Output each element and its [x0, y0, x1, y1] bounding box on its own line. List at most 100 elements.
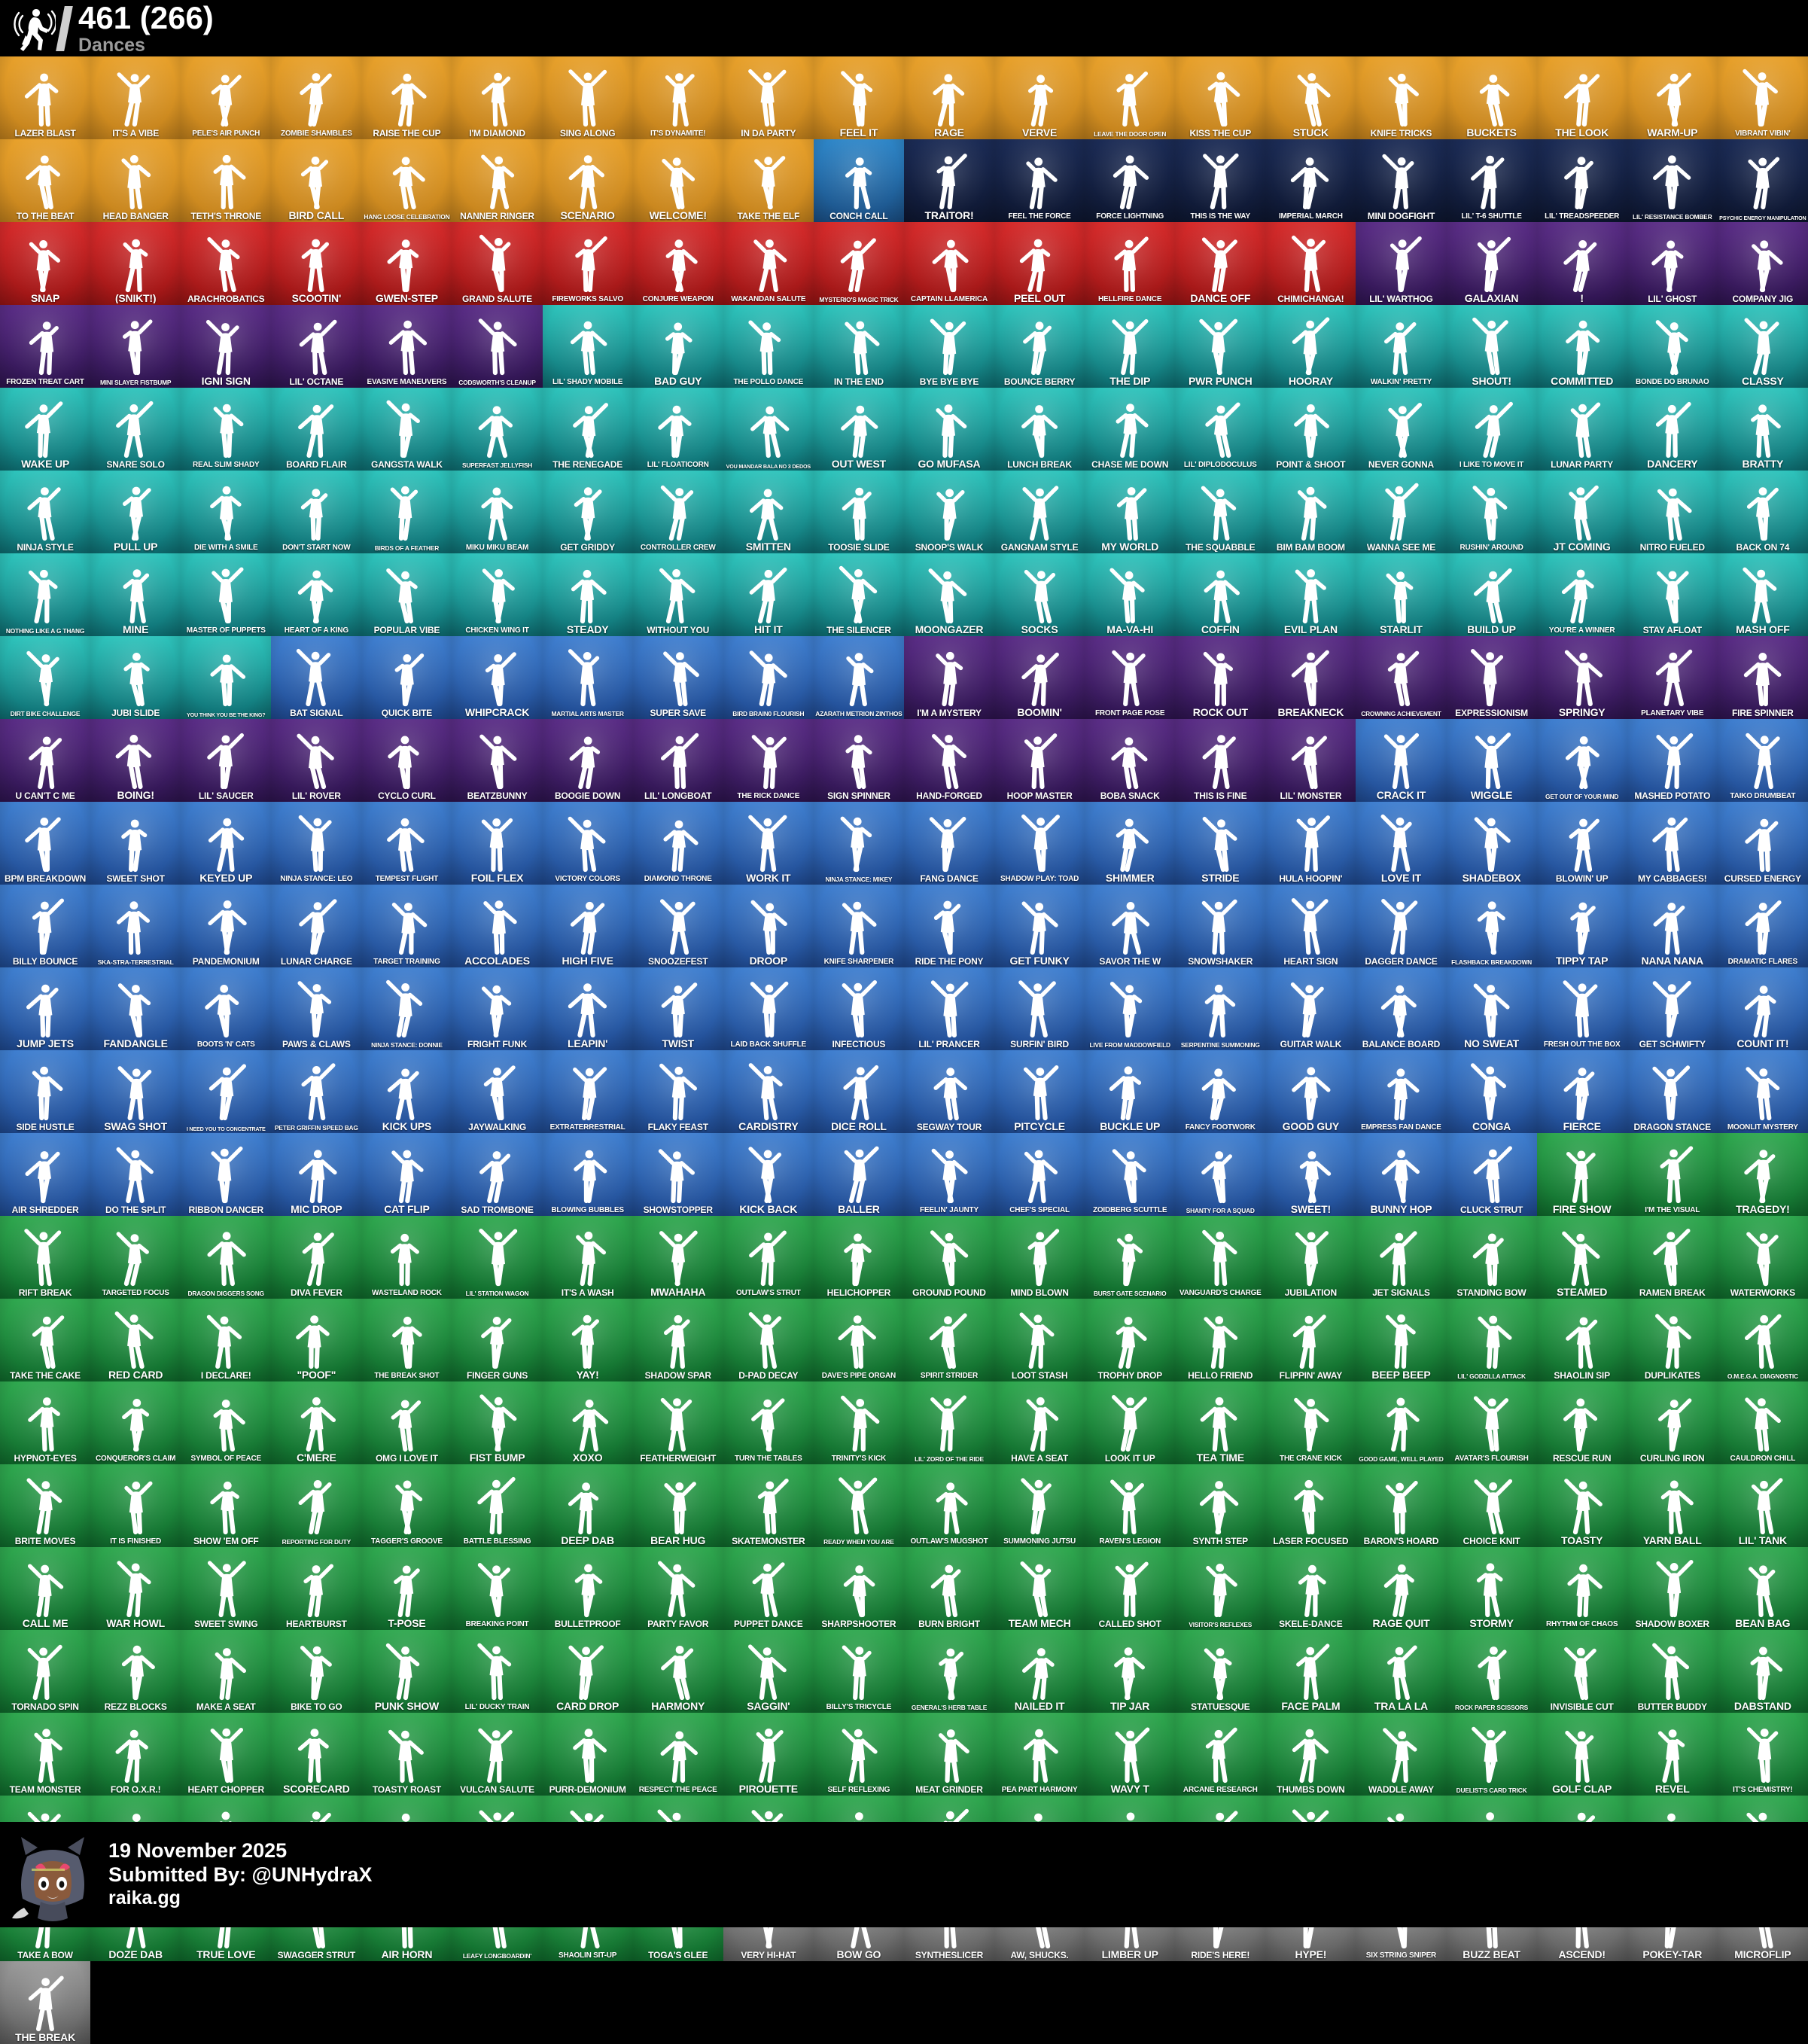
dance-tile[interactable]: I'M DIAMOND: [452, 56, 543, 139]
dance-tile[interactable]: BONDE DO BRUNÃO: [1627, 305, 1718, 388]
dance-tile[interactable]: WASTELAND ROCK: [361, 1216, 452, 1299]
dance-tile[interactable]: TURN THE TABLES: [723, 1381, 814, 1464]
dance-tile[interactable]: ZOIDBERG SCUTTLE: [1085, 1133, 1176, 1216]
dance-tile[interactable]: LOOK IT UP: [1085, 1381, 1176, 1464]
dance-tile[interactable]: ROCK OUT: [1175, 636, 1266, 719]
dance-tile[interactable]: (SNIKT!): [90, 222, 181, 305]
dance-tile[interactable]: THIS IS FINE: [1175, 719, 1266, 802]
dance-tile[interactable]: JET SIGNALS: [1356, 1216, 1447, 1299]
dance-tile[interactable]: XOXO: [542, 1381, 633, 1464]
dance-tile[interactable]: TAGGER'S GROOVE: [361, 1464, 452, 1547]
dance-tile[interactable]: HYPNOT-EYES: [0, 1381, 91, 1464]
dance-tile[interactable]: MINE: [90, 553, 181, 636]
dance-tile[interactable]: HOOP MASTER: [994, 719, 1085, 802]
dance-tile[interactable]: BARON'S HOARD: [1356, 1464, 1447, 1547]
dance-tile[interactable]: JT COMING: [1536, 471, 1627, 553]
dance-tile[interactable]: THIS IS THE WAY: [1175, 139, 1266, 222]
dance-tile[interactable]: THE SQUABBLE: [1175, 471, 1266, 553]
dance-tile[interactable]: STARLIT: [1356, 553, 1447, 636]
dance-tile[interactable]: SIGN SPINNER: [813, 719, 904, 802]
dance-tile[interactable]: SNAP: [0, 222, 91, 305]
dance-tile[interactable]: SHANTY FOR A SQUAD: [1175, 1133, 1266, 1216]
dance-tile[interactable]: REPORTING FOR DUTY: [271, 1464, 362, 1547]
dance-tile[interactable]: ARACHROBATICS: [181, 222, 272, 305]
dance-tile[interactable]: FINGER GUNS: [452, 1299, 543, 1381]
dance-tile[interactable]: NITRO FUELED: [1627, 471, 1718, 553]
dance-tile[interactable]: WITHOUT YOU: [632, 553, 723, 636]
dance-tile[interactable]: SHADEBOX: [1446, 802, 1537, 885]
dance-tile[interactable]: READY WHEN YOU ARE: [813, 1464, 904, 1547]
dance-tile[interactable]: LASER FOCUSED: [1265, 1464, 1356, 1547]
dance-tile[interactable]: LUNAR PARTY: [1536, 388, 1627, 471]
dance-tile[interactable]: BATTLE BLESSING: [452, 1464, 543, 1547]
dance-tile[interactable]: FRIGHT FUNK: [452, 967, 543, 1050]
dance-tile[interactable]: RIDE THE PONY: [903, 885, 995, 967]
dance-tile[interactable]: SWEET!: [1265, 1133, 1356, 1216]
dance-tile[interactable]: VISITOR'S REFLEXES: [1175, 1547, 1266, 1630]
dance-tile[interactable]: EMPRESS FAN DANCE: [1356, 1050, 1447, 1133]
dance-tile[interactable]: BURN BRIGHT: [903, 1547, 995, 1630]
dance-tile[interactable]: LIL' FLOATICORN: [632, 388, 723, 471]
dance-tile[interactable]: DIAMOND THRONE: [632, 802, 723, 885]
dance-tile[interactable]: KEYED UP: [181, 802, 272, 885]
dance-tile[interactable]: CODSWORTH'S CLEANUP: [452, 305, 543, 388]
dance-tile[interactable]: SHARPSHOOTER: [813, 1547, 904, 1630]
dance-tile[interactable]: INFECTIOUS: [813, 967, 904, 1050]
dance-tile[interactable]: BREAKING POINT: [452, 1547, 543, 1630]
dance-tile[interactable]: THE BREAK SHOT: [361, 1299, 452, 1381]
dance-tile[interactable]: INVISIBLE CUT: [1536, 1630, 1627, 1713]
dance-tile[interactable]: TRA LA LA: [1356, 1630, 1447, 1713]
dance-tile[interactable]: DANCE OFF: [1175, 222, 1266, 305]
dance-tile[interactable]: BEAN BAG: [1717, 1547, 1808, 1630]
dance-tile[interactable]: QUICK BITE: [361, 636, 452, 719]
dance-tile[interactable]: SCENARIO: [542, 139, 633, 222]
dance-tile[interactable]: WHIPCRACK: [452, 636, 543, 719]
dance-tile[interactable]: WIGGLE: [1446, 719, 1537, 802]
dance-tile[interactable]: GOOD GUY: [1265, 1050, 1356, 1133]
dance-tile[interactable]: FANG DANCE: [903, 802, 995, 885]
dance-tile[interactable]: SNOOZEFEST: [632, 885, 723, 967]
dance-tile[interactable]: LAZER BLAST: [0, 56, 91, 139]
dance-tile[interactable]: LIL' GODZILLA ATTACK: [1446, 1299, 1537, 1381]
dance-tile[interactable]: CHEF'S SPECIAL: [994, 1133, 1085, 1216]
dance-tile[interactable]: LUNAR CHARGE: [271, 885, 362, 967]
dance-tile[interactable]: LIL' STATION WAGON: [452, 1216, 543, 1299]
dance-tile[interactable]: FIERCE: [1536, 1050, 1627, 1133]
dance-tile[interactable]: LOVE IT: [1356, 802, 1447, 885]
dance-tile[interactable]: BOARD FLAIR: [271, 388, 362, 471]
dance-tile[interactable]: DON'T START NOW: [271, 471, 362, 553]
dance-tile[interactable]: DRAMATIC FLARES: [1717, 885, 1808, 967]
dance-tile[interactable]: NANNER RINGER: [452, 139, 543, 222]
dance-tile[interactable]: SNOWSHAKER: [1175, 885, 1266, 967]
dance-tile[interactable]: FEEL THE FORCE: [994, 139, 1085, 222]
dance-tile[interactable]: RED CARD: [90, 1299, 181, 1381]
dance-tile[interactable]: RIBBON DANCER: [181, 1133, 272, 1216]
dance-tile[interactable]: IMPERIAL MARCH: [1265, 139, 1356, 222]
dance-tile[interactable]: DEEP DAB: [542, 1464, 633, 1547]
dance-tile[interactable]: OUTLAW'S STRUT: [723, 1216, 814, 1299]
dance-tile[interactable]: NOTHING LIKE A G THANG: [0, 553, 91, 636]
dance-tile[interactable]: ARCANE RESEARCH: [1175, 1713, 1266, 1796]
dance-tile[interactable]: MASH OFF: [1717, 553, 1808, 636]
dance-tile[interactable]: BIM BAM BOOM: [1265, 471, 1356, 553]
dance-tile[interactable]: GANGNAM STYLE: [994, 471, 1085, 553]
dance-tile[interactable]: ACCOLADES: [452, 885, 543, 967]
dance-tile[interactable]: NINJA STYLE: [0, 471, 91, 553]
dance-tile[interactable]: KNIFE TRICKS: [1356, 56, 1447, 139]
dance-tile[interactable]: WELCOME!: [632, 139, 723, 222]
dance-tile[interactable]: HULA HOOPIN': [1265, 802, 1356, 885]
dance-tile[interactable]: EXTRATERRESTRIAL: [542, 1050, 633, 1133]
dance-tile[interactable]: SWEET SHOT: [90, 802, 181, 885]
dance-tile[interactable]: SAD TROMBONE: [452, 1133, 543, 1216]
dance-tile[interactable]: STUCK: [1265, 56, 1356, 139]
dance-tile[interactable]: JUMP JETS: [0, 967, 91, 1050]
dance-tile[interactable]: JUBILATION: [1265, 1216, 1356, 1299]
dance-tile[interactable]: KICK UPS: [361, 1050, 452, 1133]
dance-tile[interactable]: WAVY T: [1085, 1713, 1176, 1796]
dance-tile[interactable]: HIGH FIVE: [542, 885, 633, 967]
dance-tile[interactable]: TEMPEST FLIGHT: [361, 802, 452, 885]
dance-tile[interactable]: SHADOW PLAY: TOAD: [994, 802, 1085, 885]
dance-tile[interactable]: LIL' PRANCER: [903, 967, 995, 1050]
dance-tile[interactable]: CHOICE KNIT: [1446, 1464, 1537, 1547]
dance-tile[interactable]: BAD GUY: [632, 305, 723, 388]
